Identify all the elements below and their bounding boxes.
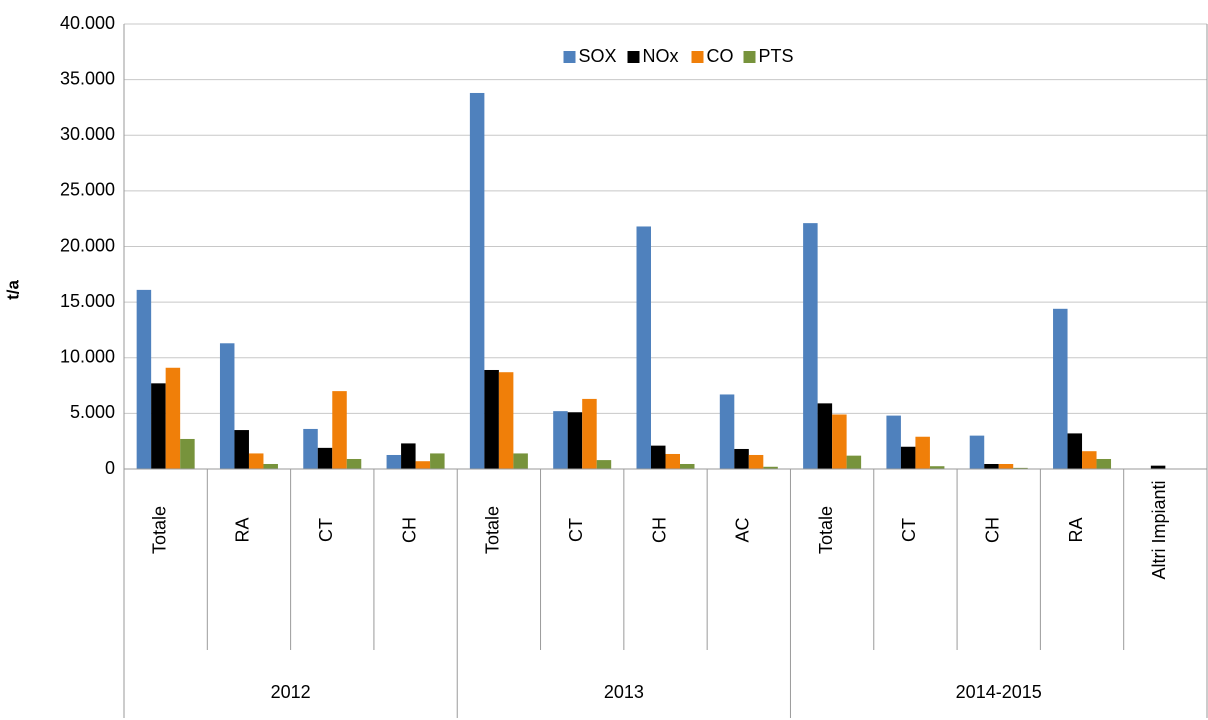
bar: [1082, 451, 1097, 469]
bar: [553, 411, 568, 469]
bar: [567, 412, 583, 469]
legend-swatch: [627, 51, 640, 63]
bar: [430, 453, 445, 469]
bar: [332, 391, 347, 469]
group-label: 2013: [604, 682, 644, 702]
legend-label: PTS: [759, 46, 794, 66]
group-label: 2014-2015: [956, 682, 1042, 702]
bar: [498, 372, 514, 469]
bar: [136, 289, 152, 469]
x-tick-label: RA: [233, 517, 253, 542]
y-tick-label: 5.000: [70, 402, 115, 422]
bar: [346, 458, 362, 469]
y-tick-label: 35.000: [60, 68, 115, 88]
x-tick-label: CT: [566, 518, 586, 542]
legend-label: NOx: [643, 46, 679, 66]
bar: [415, 461, 431, 469]
bar: [1053, 308, 1068, 469]
bar: [969, 435, 985, 469]
bar: [929, 466, 945, 469]
y-tick-label: 0: [105, 458, 115, 478]
bar: [484, 369, 499, 469]
x-tick-label: CT: [899, 518, 919, 542]
bar: [748, 454, 764, 469]
bar: [151, 383, 166, 469]
bar: [513, 453, 528, 469]
bar: [886, 415, 901, 469]
x-tick-label: Altri Impianti: [1149, 480, 1169, 579]
y-tick-label: 40.000: [60, 13, 115, 33]
bar: [984, 463, 999, 469]
bar: [1150, 465, 1166, 469]
x-tick-label: Totale: [816, 506, 836, 554]
legend-swatch: [691, 51, 704, 63]
bar: [651, 445, 666, 469]
legend-swatch: [743, 51, 756, 63]
bar: [665, 453, 680, 469]
x-tick-label: CH: [399, 517, 419, 543]
bar: [636, 226, 651, 469]
bar: [1013, 467, 1028, 469]
x-tick-label: AC: [733, 517, 753, 542]
y-tick-label: 15.000: [60, 291, 115, 311]
x-tick-label: CH: [982, 517, 1002, 543]
bar: [401, 443, 416, 469]
bar: [248, 453, 264, 469]
bar: [832, 414, 847, 469]
legend-label: CO: [707, 46, 734, 66]
bar: [582, 398, 597, 469]
x-tick-label: CT: [316, 518, 336, 542]
legend-swatch: [563, 51, 576, 63]
y-tick-label: 10.000: [60, 347, 115, 367]
x-tick-label: Totale: [149, 506, 169, 554]
bar: [803, 223, 818, 469]
bar: [915, 436, 930, 469]
bar: [317, 447, 333, 469]
bar: [734, 448, 749, 469]
bar: [900, 446, 916, 469]
x-tick-label: RA: [1066, 517, 1086, 542]
bar: [596, 460, 612, 469]
x-tick-label: Totale: [483, 506, 503, 554]
bar: [680, 463, 695, 469]
bar: [386, 454, 402, 469]
y-tick-label: 20.000: [60, 235, 115, 255]
bar: [469, 92, 485, 469]
bar: [846, 455, 862, 469]
legend-label: SOX: [579, 46, 617, 66]
x-tick-label: CH: [649, 517, 669, 543]
bar: [719, 394, 735, 469]
group-label: 2012: [271, 682, 311, 702]
bar: [998, 463, 1014, 469]
bar: [180, 438, 195, 469]
bar: [263, 463, 278, 469]
bar: [219, 343, 235, 469]
y-tick-label: 25.000: [60, 180, 115, 200]
bar: [303, 428, 318, 469]
bar: [234, 430, 249, 469]
bar: [817, 403, 833, 469]
y-axis-title: t/a: [3, 280, 22, 300]
bar: [165, 367, 181, 469]
bar: [1067, 433, 1083, 469]
bar: [763, 466, 778, 469]
y-tick-label: 30.000: [60, 124, 115, 144]
bar: [1096, 458, 1112, 469]
